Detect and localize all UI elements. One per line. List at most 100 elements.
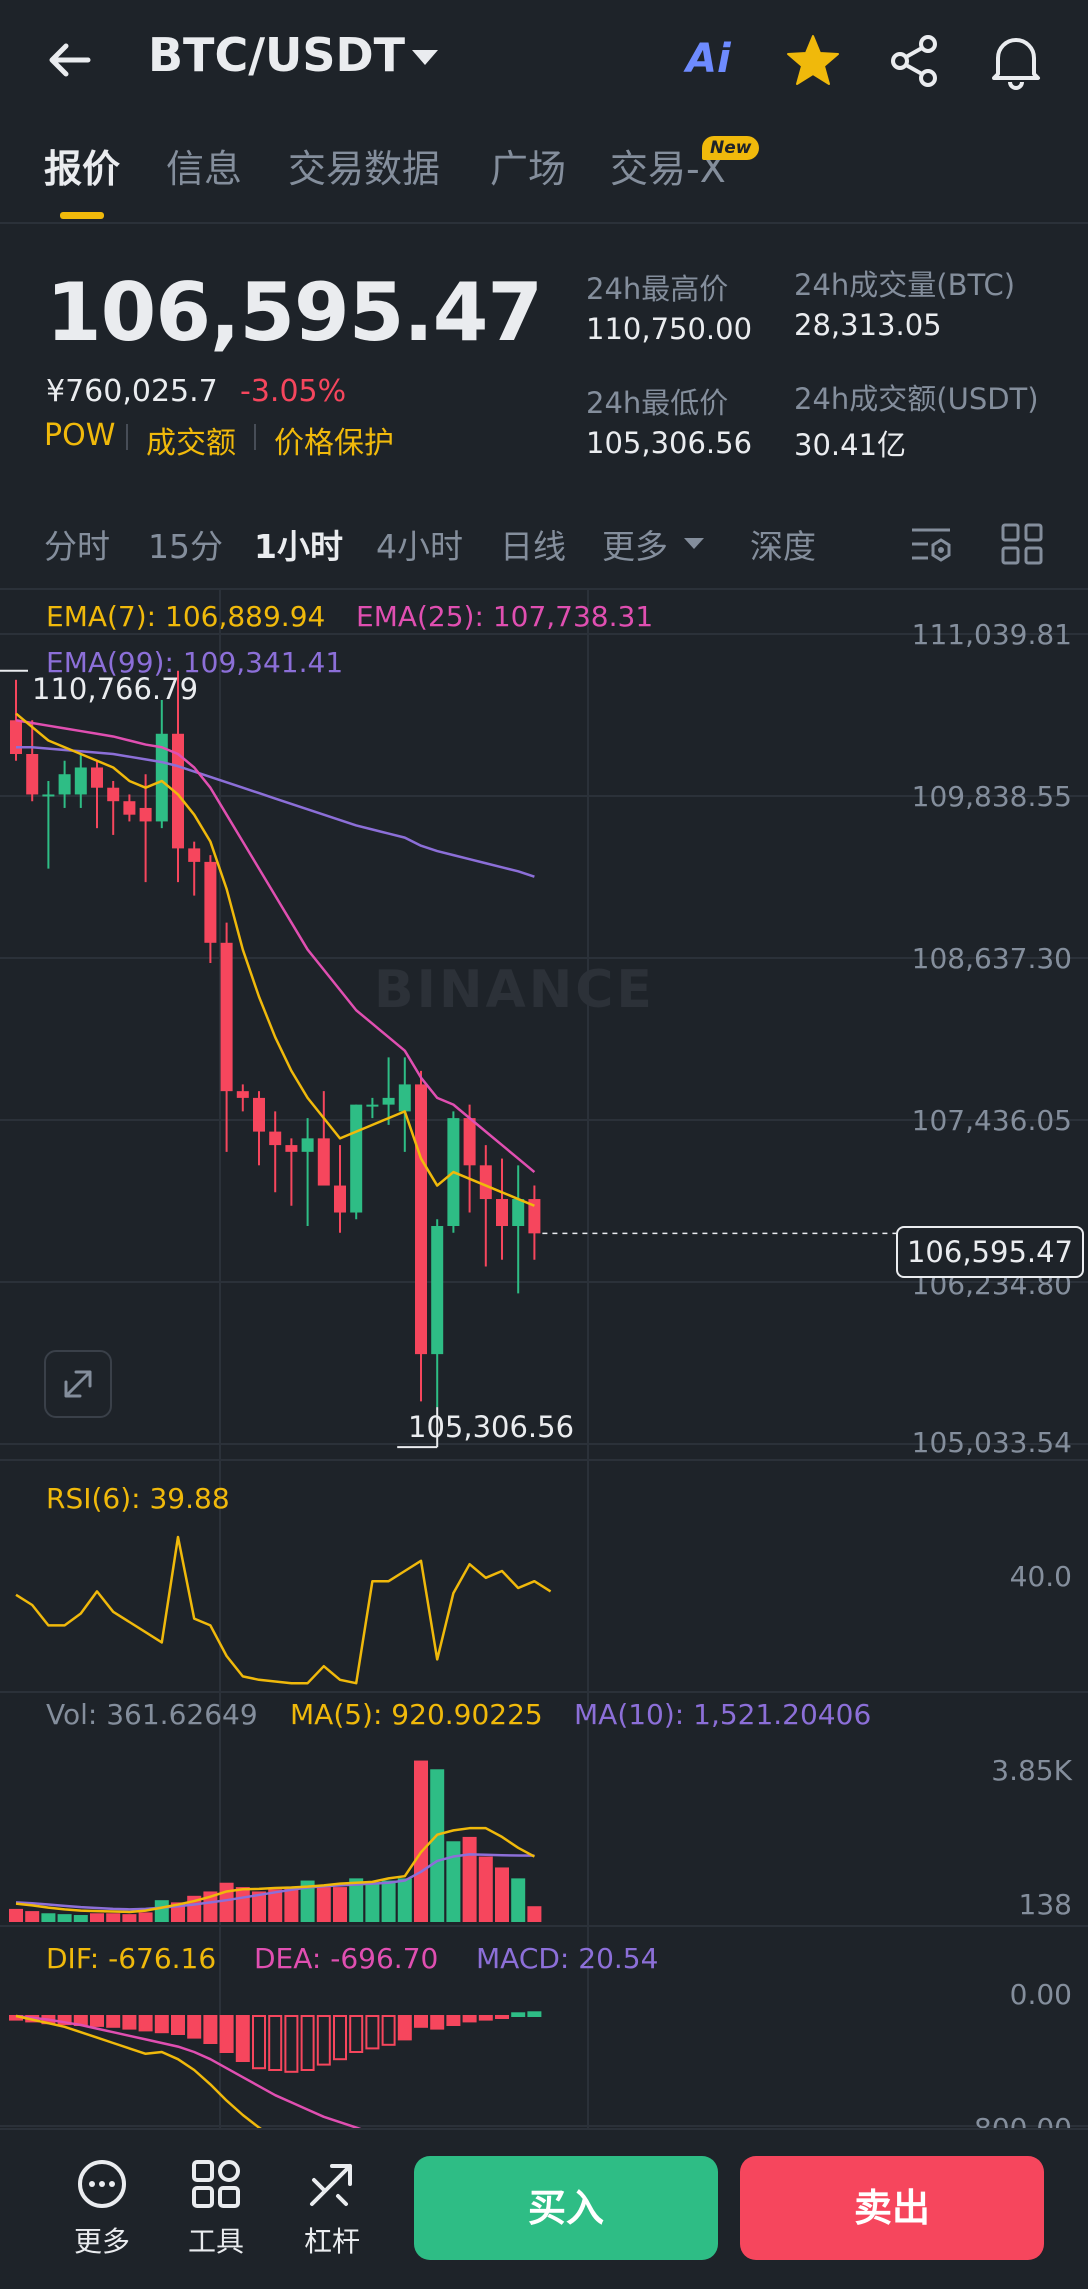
- indicator-settings-icon[interactable]: [908, 522, 954, 566]
- macd-histogram-bar: [333, 2015, 347, 2061]
- candle-body: [285, 1145, 298, 1152]
- macd-axis-label: 0.00: [1009, 1978, 1072, 2011]
- tools-tool[interactable]: 工具: [176, 2156, 256, 2258]
- pair-title[interactable]: BTC/USDT: [148, 28, 406, 82]
- candle-body: [26, 753, 39, 795]
- expand-icon[interactable]: [44, 1350, 112, 1418]
- volume-bar: [316, 1887, 331, 1922]
- candle-body: [366, 1104, 379, 1107]
- macd-histogram-bar: [154, 2015, 169, 2034]
- high-label: 24h最高价: [586, 272, 729, 306]
- macd-histogram-bar: [365, 2015, 380, 2050]
- volume-ma10-legend: MA(10): 1,521.20406: [574, 1698, 872, 1731]
- sell-button[interactable]: 卖出: [740, 2156, 1044, 2260]
- interval-time[interactable]: 分时: [44, 527, 110, 566]
- volume-bar: [300, 1880, 315, 1922]
- ai-label: Ai: [686, 36, 731, 82]
- ai-icon[interactable]: Ai: [686, 36, 742, 86]
- candle-body: [350, 1104, 363, 1213]
- candle-body: [139, 807, 152, 822]
- macd-dif-line: [15, 2014, 262, 2128]
- volume-bar: [365, 1882, 380, 1922]
- volume-btc-label: 24h成交量(BTC): [794, 268, 1016, 302]
- active-tab-indicator: [60, 212, 104, 219]
- leverage-tool[interactable]: 杠杆: [292, 2156, 372, 2258]
- macd-histogram-bar: [414, 2015, 428, 2028]
- low-label: 24h最低价: [586, 386, 729, 420]
- macd-dif-legend: DIF: -676.16: [46, 1942, 217, 1975]
- volume-axis-label: 3.85K: [991, 1754, 1072, 1787]
- volume-bar: [235, 1887, 250, 1922]
- volume-bar: [527, 1906, 542, 1922]
- candle-body: [415, 1084, 427, 1355]
- macd-legend: MACD: 20.54: [476, 1942, 659, 1975]
- tab-quote[interactable]: 报价: [44, 147, 121, 191]
- volume-btc-value: 28,313.05: [794, 308, 942, 342]
- tag-pow[interactable]: POW: [44, 418, 116, 453]
- low-value: 105,306.56: [586, 426, 753, 460]
- price-axis-label: 108,637.30: [911, 942, 1072, 975]
- volume-bar: [154, 1900, 169, 1922]
- interval-depth[interactable]: 深度: [750, 527, 816, 566]
- star-icon[interactable]: [784, 32, 842, 90]
- back-arrow-icon[interactable]: [40, 30, 100, 90]
- volume-bar: [203, 1891, 218, 1922]
- candle-body: [188, 848, 201, 862]
- tab-info[interactable]: 信息: [166, 147, 243, 191]
- interval-more[interactable]: 更多: [602, 527, 668, 566]
- candle-body: [382, 1097, 395, 1105]
- volume-bar: [9, 1908, 23, 1922]
- share-icon[interactable]: [888, 34, 942, 88]
- macd-histogram-bar: [381, 2015, 396, 2046]
- divider: [0, 588, 1088, 590]
- macd-histogram-bar: [527, 2011, 542, 2018]
- interval-4h[interactable]: 4小时: [376, 527, 463, 566]
- more-tool[interactable]: 更多: [62, 2156, 142, 2258]
- layout-grid-icon[interactable]: [1000, 522, 1044, 566]
- current-price-tag: 106,595.47: [896, 1226, 1084, 1278]
- candle-body: [479, 1165, 492, 1200]
- macd-histogram-bar: [187, 2015, 202, 2039]
- leverage-icon: [310, 2164, 352, 2206]
- candle-body: [123, 801, 136, 815]
- candle-body: [58, 774, 71, 795]
- ema7-line: [15, 712, 535, 1207]
- candle-body: [269, 1131, 282, 1146]
- tag-turnover[interactable]: 成交额: [146, 426, 236, 461]
- macd-histogram-bar: [316, 2015, 331, 2066]
- rsi-line: [15, 1535, 552, 1685]
- bell-icon[interactable]: [988, 30, 1044, 90]
- volume-bar: [90, 1913, 104, 1922]
- interval-1d[interactable]: 日线: [500, 527, 566, 566]
- low-marker-label: 105,306.56: [408, 1410, 575, 1444]
- volume-bar: [381, 1880, 396, 1922]
- candlestick-chart[interactable]: [0, 590, 1088, 2128]
- volume-bar: [252, 1891, 266, 1922]
- rsi-legend: RSI(6): 39.88: [46, 1482, 230, 1515]
- candle-body: [91, 767, 103, 788]
- macd-histogram-bar: [284, 2015, 299, 2073]
- interval-1h[interactable]: 1小时: [254, 527, 343, 566]
- interval-15m[interactable]: 15分: [148, 527, 223, 566]
- volume-bar: [462, 1836, 477, 1922]
- price-axis-label: 109,838.55: [911, 780, 1072, 813]
- candle-body: [528, 1199, 541, 1234]
- volume-usdt-value: 30.41亿: [794, 428, 907, 462]
- chevron-down-icon[interactable]: [684, 538, 704, 549]
- volume-bar: [122, 1914, 137, 1922]
- volume-bar: [446, 1841, 461, 1922]
- chevron-down-icon[interactable]: [412, 50, 438, 65]
- macd-histogram-bar: [462, 2015, 477, 2023]
- tag-price-protection[interactable]: 价格保护: [274, 426, 394, 461]
- macd-histogram-bar: [138, 2015, 153, 2032]
- macd-histogram-bar: [397, 2015, 412, 2041]
- volume-bar: [397, 1878, 412, 1922]
- last-price: 106,595.47: [46, 266, 543, 359]
- tools-grid-icon: [192, 2160, 240, 2208]
- tab-square[interactable]: 广场: [490, 147, 567, 191]
- more-dots-icon: [78, 2160, 126, 2208]
- leverage-tool-label: 杠杆: [303, 2225, 360, 2258]
- buy-button[interactable]: 买入: [414, 2156, 718, 2260]
- cny-price: ¥760,025.7: [46, 374, 218, 409]
- tab-trading-data[interactable]: 交易数据: [288, 147, 441, 191]
